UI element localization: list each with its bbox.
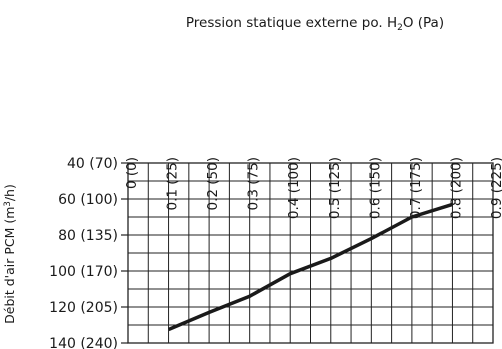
y-tick-label: 140 (240) (49, 336, 118, 349)
x-tick-labels: 0 (0) 0.1 (25) 0.2 (50) 0.3 (75) 0.4 (100) 0.… (124, 157, 502, 219)
y-tick-label: 60 (100) (58, 192, 118, 208)
x-tick-label: 0.4 (100) (286, 157, 302, 219)
x-tick-label: 0.5 (125) (327, 157, 343, 219)
y-axis-title: Débit d'air PCM (m3/h) (2, 184, 17, 324)
y-tick-label: 80 (135) (58, 228, 118, 244)
x-tick-label: 0.8 (200) (448, 157, 464, 219)
series-line (167, 202, 453, 332)
grid (121, 162, 494, 344)
x-tick-label: 0.3 (75) (246, 157, 262, 210)
series-layer (167, 202, 453, 332)
x-tick-label: 0.1 (25) (165, 157, 181, 210)
x-tick-label: 0 (0) (124, 157, 140, 189)
y-tick-label: 100 (170) (49, 264, 118, 280)
y-tick-label: 40 (70) (67, 156, 118, 172)
x-tick-label: 0.9 (225) (489, 157, 502, 219)
x-tick-label: 0.2 (50) (205, 157, 221, 210)
x-axis-title: Pression statique externe po. H2O (Pa) (186, 15, 444, 33)
x-tick-label: 0.7 (175) (408, 157, 424, 219)
x-tick-label: 0.6 (150) (367, 157, 383, 219)
y-tick-label: 120 (205) (49, 300, 118, 316)
plot-frame (127, 162, 494, 344)
y-tick-labels: 40 (70) 60 (100) 80 (135) 100 (170) 120 (205… (49, 156, 118, 349)
